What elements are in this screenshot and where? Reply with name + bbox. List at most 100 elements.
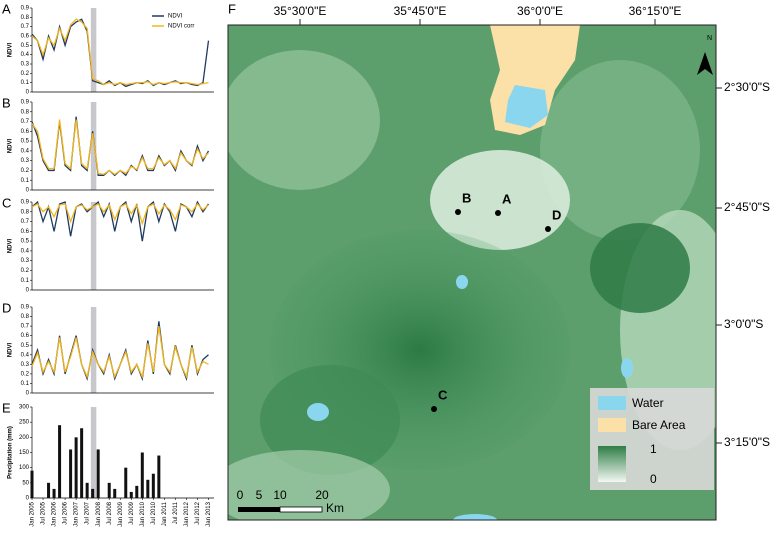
panel-label: A [2,1,11,16]
y-tick-label: 150 [19,450,30,456]
y-tick-label: 0.5 [21,239,30,245]
map-area [540,60,700,240]
series-line [31,321,209,382]
water-body [456,275,468,289]
water-body [307,403,329,421]
y-tick-label: 0.1 [21,278,30,284]
legend-label: NDVI [168,14,183,20]
y-tick-label: 0.2 [21,168,30,174]
bar [140,452,144,498]
y-tick-label: 0.3 [21,362,30,368]
panel-label: C [2,195,11,210]
y-tick-label: 50 [22,480,29,486]
y-tick-label: 250 [19,420,30,426]
y-tick-label: 0.9 [21,305,30,311]
x-tick-label: Jan 2007 [74,501,80,526]
bar [96,449,100,498]
x-tick-label: Jul 2005 [41,501,47,524]
x-tick-label: Jan 2005 [30,501,36,526]
x-tick-label: Jan 2011 [162,501,168,526]
lat-label: 3°0'0"S [724,317,763,331]
x-tick-label: Jan 2008 [96,501,102,526]
y-tick-label: 0.4 [21,352,30,358]
bar [91,488,95,498]
y-tick-label: 0.6 [21,333,30,339]
y-tick-label: 0.2 [21,371,30,377]
water-body [621,358,633,378]
series-line [31,119,209,176]
legend-label: Water [632,396,664,410]
y-tick-label: 300 [19,405,30,411]
y-tick-label: 0 [26,288,30,294]
lat-label: 3°15'0"S [724,435,770,449]
y-tick-label: 0.2 [21,71,30,77]
legend-label: Bare Area [632,418,686,432]
y-axis-label: Precipitation (mm) [8,426,14,479]
y-tick-label: 0.3 [21,62,30,68]
y-tick-label: 0.9 [21,100,30,106]
y-tick-label: 0.2 [21,268,30,274]
y-tick-label: 0.9 [21,6,30,12]
y-tick-label: 0.4 [21,52,30,58]
x-tick-label: Jan 2009 [118,501,124,526]
bar [113,488,117,498]
scale-label: 0 [237,488,244,502]
y-tick-label: 0.7 [21,219,30,225]
site-label: D [552,207,561,222]
lat-label: 2°45'0"S [724,200,770,214]
y-tick-label: 100 [19,465,30,471]
x-tick-label: Jul 2009 [129,501,135,524]
x-tick-label: Jul 2012 [195,501,201,524]
sites: A B C D [431,190,561,412]
y-axis-label: NDVI [8,239,14,254]
bar [151,473,155,498]
y-tick-label: 0 [26,90,30,96]
site-label: B [462,190,471,205]
y-tick-label: 0.3 [21,158,30,164]
bar [69,449,73,498]
series-line [31,202,209,226]
map: F 35°30'0"E 35°45'0"E 36°0'0"E 36°15'0"E… [227,1,770,521]
highlight-band [90,202,97,290]
y-tick-label: 0.6 [21,129,30,135]
site-label: C [438,387,448,402]
lon-label: 35°30'0"E [274,4,327,18]
legend-label: 1 [650,442,657,456]
y-tick-label: 0.5 [21,43,30,49]
water-body [505,85,548,128]
y-tick-label: 0 [26,391,30,397]
x-tick-label: Jul 2008 [107,501,113,524]
lon-label: 36°0'0"E [517,4,563,18]
y-axis-label: NDVI [8,139,14,154]
highlight-band [90,407,97,498]
bar [52,488,56,498]
map-area [590,223,690,313]
bar [74,437,78,498]
scale-bar: 0 5 10 20 Km [237,488,344,515]
highlight-band [90,8,97,92]
north-arrow: N [697,35,713,75]
y-tick-label: 0.8 [21,109,30,115]
highlight-band [90,102,97,190]
series-line [31,18,209,86]
panel-label: F [228,1,236,16]
y-axis-label: NDVI [8,43,14,58]
x-tick-label: Jan 2013 [206,501,212,526]
lon-label: 36°15'0"E [629,4,682,18]
y-tick-label: 0.5 [21,139,30,145]
bar [157,455,161,498]
y-tick-label: 0.1 [21,80,30,86]
site-label: A [502,191,512,206]
y-tick-label: 0.7 [21,119,30,125]
y-tick-label: 0.6 [21,34,30,40]
bar [47,482,51,498]
y-tick-label: 0.9 [21,200,30,206]
panel-label: E [2,400,11,415]
x-tick-label: Jul 2010 [151,501,157,524]
y-tick-label: 0.5 [21,343,30,349]
lon-label: 35°45'0"E [394,4,447,18]
water-body [453,514,497,520]
y-tick-label: 0.8 [21,314,30,320]
y-tick-label: 0.8 [21,209,30,215]
